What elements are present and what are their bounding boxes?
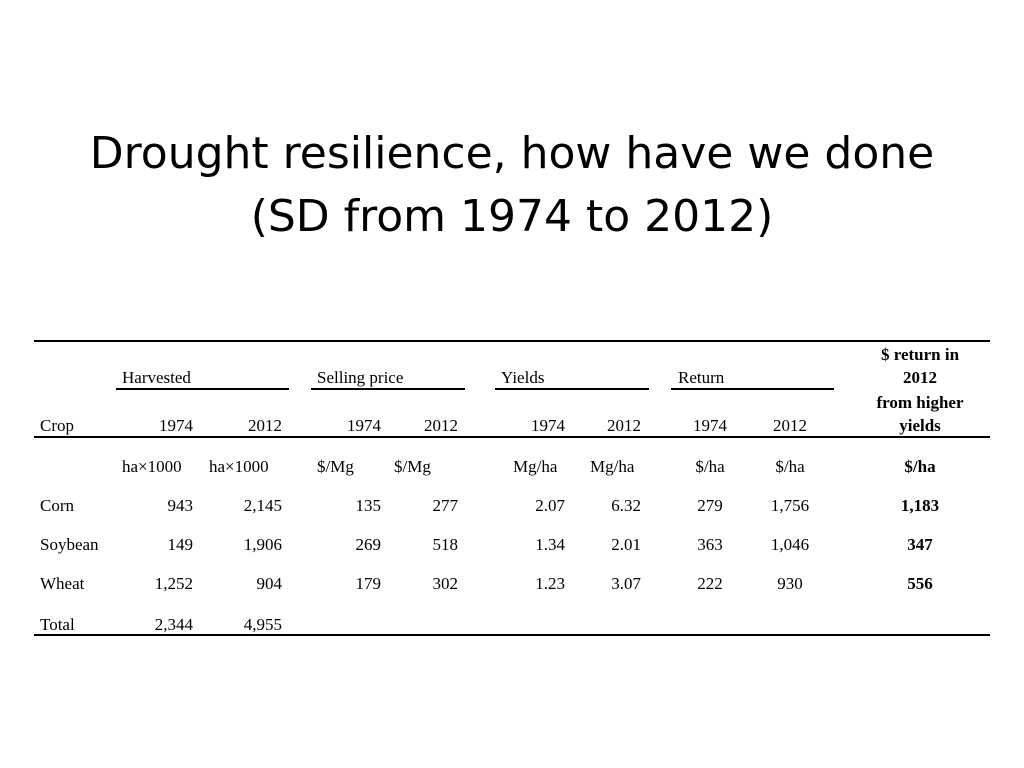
- cell-harvested-2012: 1,906: [243, 535, 282, 554]
- cell-harvested-2012: 904: [256, 574, 283, 593]
- cell-harvested-1974: 2,344: [154, 615, 193, 634]
- col-header-harvested-1974: 1974: [159, 416, 193, 435]
- header-return-higher-line-2: 2012: [903, 368, 937, 387]
- cell-yields-1974: 2.07: [535, 496, 565, 515]
- cell-harvested-1974: 943: [167, 496, 194, 515]
- group-header-yields: Yields: [501, 368, 545, 387]
- header-return-higher-line-4: yields: [899, 416, 941, 435]
- cell-return-2012: 930: [777, 574, 803, 593]
- group-header-return: Return: [678, 368, 725, 387]
- cell-harvested-2012: 2,145: [243, 496, 282, 515]
- unit-return-2012: $/ha: [775, 457, 805, 476]
- unit-price-2012: $/Mg: [394, 457, 431, 476]
- cell-return-higher: 347: [907, 535, 933, 554]
- col-header-price-2012: 2012: [424, 416, 458, 435]
- group-underline-return: [671, 388, 834, 390]
- unit-harvested-1974: ha×1000: [122, 457, 182, 476]
- col-header-return-1974: 1974: [693, 416, 727, 435]
- cell-crop: Total: [40, 615, 75, 634]
- slide-title-line-2: (SD from 1974 to 2012): [250, 191, 774, 242]
- unit-yields-1974: Mg/ha: [513, 457, 558, 476]
- header-return-higher-line-1: $ return in: [880, 345, 960, 364]
- cell-yields-1974: 1.34: [535, 535, 565, 554]
- cell-return-1974: 279: [697, 496, 723, 515]
- unit-yields-2012: Mg/ha: [590, 457, 635, 476]
- slide-title: Drought resilience, how have we done (SD…: [0, 122, 1024, 248]
- cell-harvested-1974: 1,252: [154, 574, 193, 593]
- cell-return-higher: 556: [907, 574, 933, 593]
- unit-return-higher: $/ha: [904, 457, 936, 476]
- cell-return-2012: 1,756: [770, 496, 810, 515]
- header-return-higher-line-3: from higher: [876, 393, 964, 412]
- table-top-rule: [34, 340, 990, 342]
- cell-price-2012: 302: [432, 574, 459, 593]
- col-header-return-2012: 2012: [773, 416, 807, 435]
- cell-crop: Corn: [40, 496, 74, 515]
- cell-price-2012: 518: [432, 535, 459, 554]
- unit-return-1974: $/ha: [695, 457, 725, 476]
- cell-yields-1974: 1.23: [535, 574, 565, 593]
- group-underline-yields: [495, 388, 649, 390]
- cell-harvested-2012: 4,955: [243, 615, 282, 634]
- cell-return-higher: 1,183: [900, 496, 940, 515]
- cell-return-1974: 222: [697, 574, 723, 593]
- unit-price-1974: $/Mg: [317, 457, 354, 476]
- col-header-price-1974: 1974: [347, 416, 381, 435]
- cell-yields-2012: 2.01: [611, 535, 641, 554]
- cell-price-2012: 277: [432, 496, 459, 515]
- cell-return-2012: 1,046: [770, 535, 810, 554]
- cell-price-1974: 135: [355, 496, 382, 515]
- cell-price-1974: 179: [355, 574, 382, 593]
- table-bottom-rule: [34, 634, 990, 636]
- col-header-yields-1974: 1974: [531, 416, 565, 435]
- slide-title-line-1: Drought resilience, how have we done: [89, 128, 935, 179]
- group-underline-selling-price: [311, 388, 465, 390]
- cell-yields-2012: 6.32: [611, 496, 641, 515]
- group-header-harvested: Harvested: [122, 368, 191, 387]
- col-header-harvested-2012: 2012: [248, 416, 282, 435]
- group-underline-harvested: [116, 388, 289, 390]
- table-header-rule: [34, 436, 990, 438]
- cell-return-1974: 363: [697, 535, 723, 554]
- cell-crop: Wheat: [40, 574, 85, 593]
- col-header-crop: Crop: [40, 416, 74, 435]
- cell-yields-2012: 3.07: [611, 574, 641, 593]
- cell-harvested-1974: 149: [167, 535, 194, 554]
- unit-harvested-2012: ha×1000: [209, 457, 269, 476]
- cell-crop: Soybean: [40, 535, 99, 554]
- group-header-selling-price: Selling price: [317, 368, 404, 387]
- cell-price-1974: 269: [355, 535, 382, 554]
- col-header-yields-2012: 2012: [607, 416, 641, 435]
